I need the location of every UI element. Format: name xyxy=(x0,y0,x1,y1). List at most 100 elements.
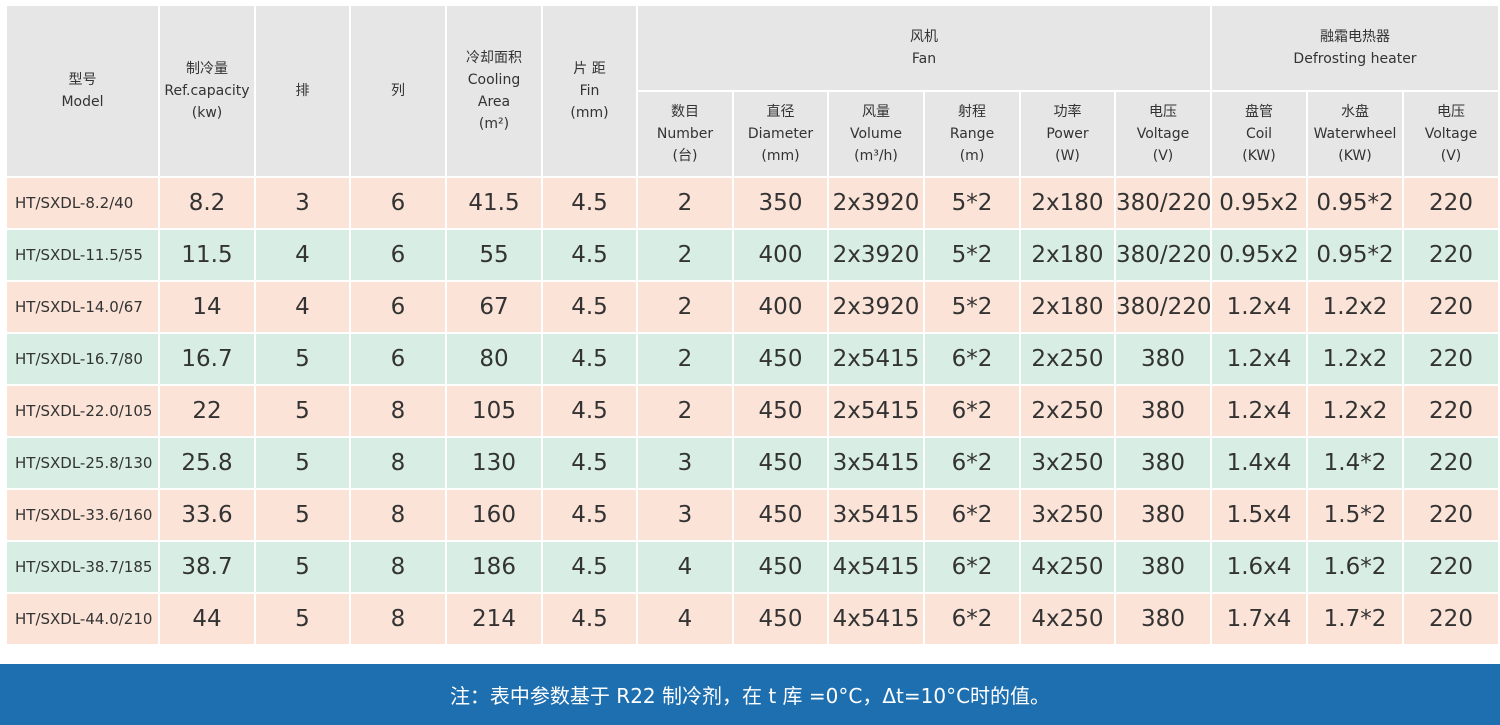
cell-heater-coil: 1.2x4 xyxy=(1210,332,1308,386)
cell-fan-range: 6*2 xyxy=(923,488,1021,542)
header-fan-volume: 风量 Volume (m³/h) xyxy=(827,90,925,178)
cell-cols: 6 xyxy=(349,228,447,282)
cell-capacity: 33.6 xyxy=(158,488,256,542)
cell-area: 130 xyxy=(445,436,543,490)
cell-model: HT/SXDL-14.0/67 xyxy=(5,280,160,334)
cell-cols: 8 xyxy=(349,384,447,438)
cell-capacity: 11.5 xyxy=(158,228,256,282)
cell-fan-number: 2 xyxy=(636,384,734,438)
table-row: HT/SXDL-33.6/160 33.6 5 8 160 4.5 3 450 … xyxy=(5,488,1500,542)
header-fan-power: 功率 Power (W) xyxy=(1019,90,1116,178)
cell-fan-voltage: 380 xyxy=(1114,384,1212,438)
cell-fan-range: 6*2 xyxy=(923,592,1021,646)
cell-rows: 5 xyxy=(254,332,351,386)
cell-fan-number: 4 xyxy=(636,540,734,594)
cell-fan-range: 6*2 xyxy=(923,384,1021,438)
cell-rows: 5 xyxy=(254,488,351,542)
cell-fan-voltage: 380/220 xyxy=(1114,280,1212,334)
cell-fin: 4.5 xyxy=(541,332,638,386)
cell-cols: 6 xyxy=(349,332,447,386)
cell-fin: 4.5 xyxy=(541,280,638,334)
table-row: HT/SXDL-14.0/67 14 4 6 67 4.5 2 400 2x39… xyxy=(5,280,1500,334)
cell-model: HT/SXDL-16.7/80 xyxy=(5,332,160,386)
cell-fan-diameter: 450 xyxy=(732,592,829,646)
cell-fan-volume: 4x5415 xyxy=(827,592,925,646)
cell-area: 160 xyxy=(445,488,543,542)
header-model: 型号 Model xyxy=(5,4,160,178)
cell-model: HT/SXDL-8.2/40 xyxy=(5,176,160,230)
cell-fan-diameter: 450 xyxy=(732,436,829,490)
cell-heater-coil: 1.2x4 xyxy=(1210,384,1308,438)
cell-fin: 4.5 xyxy=(541,436,638,490)
header-fan-diameter: 直径 Diameter (mm) xyxy=(732,90,829,178)
cell-rows: 3 xyxy=(254,176,351,230)
cell-fan-voltage: 380 xyxy=(1114,436,1212,490)
cell-capacity: 25.8 xyxy=(158,436,256,490)
cell-fan-diameter: 450 xyxy=(732,384,829,438)
cell-fan-range: 6*2 xyxy=(923,436,1021,490)
header-fan-voltage: 电压 Voltage (V) xyxy=(1114,90,1212,178)
cell-model: HT/SXDL-25.8/130 xyxy=(5,436,160,490)
cell-area: 67 xyxy=(445,280,543,334)
cell-fin: 4.5 xyxy=(541,540,638,594)
spec-table: 型号 Model 制冷量 Ref.capacity (kw) 排 列 冷却面积 … xyxy=(5,4,1500,646)
cell-fan-diameter: 450 xyxy=(732,540,829,594)
cell-fin: 4.5 xyxy=(541,384,638,438)
cell-heater-voltage: 220 xyxy=(1402,384,1500,438)
cell-fan-volume: 2x5415 xyxy=(827,332,925,386)
cell-heater-voltage: 220 xyxy=(1402,176,1500,230)
cell-fan-range: 5*2 xyxy=(923,176,1021,230)
cell-cols: 8 xyxy=(349,592,447,646)
cell-model: HT/SXDL-33.6/160 xyxy=(5,488,160,542)
cell-rows: 5 xyxy=(254,384,351,438)
cell-cols: 8 xyxy=(349,488,447,542)
cell-fan-power: 2x180 xyxy=(1019,228,1116,282)
cell-fan-voltage: 380 xyxy=(1114,332,1212,386)
footer-note: 注：表中参数基于 R22 制冷剂，在 t 库 =0°C，Δt=10°C时的值。 xyxy=(0,664,1500,725)
cell-rows: 5 xyxy=(254,540,351,594)
cell-heater-waterwheel: 1.2x2 xyxy=(1306,332,1404,386)
table-row: HT/SXDL-16.7/80 16.7 5 6 80 4.5 2 450 2x… xyxy=(5,332,1500,386)
header-fin: 片 距 Fin (mm) xyxy=(541,4,638,178)
cell-area: 55 xyxy=(445,228,543,282)
header-rows: 排 xyxy=(254,4,351,178)
cell-fan-range: 6*2 xyxy=(923,332,1021,386)
cell-capacity: 16.7 xyxy=(158,332,256,386)
cell-model: HT/SXDL-11.5/55 xyxy=(5,228,160,282)
cell-fan-number: 2 xyxy=(636,280,734,334)
cell-fan-voltage: 380/220 xyxy=(1114,228,1212,282)
cell-fan-diameter: 450 xyxy=(732,332,829,386)
cell-heater-coil: 1.5x4 xyxy=(1210,488,1308,542)
table-row: HT/SXDL-44.0/210 44 5 8 214 4.5 4 450 4x… xyxy=(5,592,1500,646)
cell-heater-waterwheel: 1.2x2 xyxy=(1306,280,1404,334)
table-row: HT/SXDL-8.2/40 8.2 3 6 41.5 4.5 2 350 2x… xyxy=(5,176,1500,230)
cell-fan-power: 3x250 xyxy=(1019,488,1116,542)
cell-area: 80 xyxy=(445,332,543,386)
cell-heater-voltage: 220 xyxy=(1402,280,1500,334)
cell-fan-number: 2 xyxy=(636,228,734,282)
cell-model: HT/SXDL-22.0/105 xyxy=(5,384,160,438)
cell-fin: 4.5 xyxy=(541,592,638,646)
cell-capacity: 44 xyxy=(158,592,256,646)
cell-fan-range: 5*2 xyxy=(923,280,1021,334)
cell-area: 186 xyxy=(445,540,543,594)
header-heater-coil: 盘管 Coil (KW) xyxy=(1210,90,1308,178)
cell-fan-volume: 2x5415 xyxy=(827,384,925,438)
cell-capacity: 22 xyxy=(158,384,256,438)
cell-fan-power: 3x250 xyxy=(1019,436,1116,490)
cell-fan-diameter: 450 xyxy=(732,488,829,542)
cell-cols: 8 xyxy=(349,540,447,594)
cell-fan-power: 2x250 xyxy=(1019,332,1116,386)
cell-fan-volume: 4x5415 xyxy=(827,540,925,594)
cell-heater-voltage: 220 xyxy=(1402,436,1500,490)
cell-fan-volume: 3x5415 xyxy=(827,488,925,542)
cell-heater-voltage: 220 xyxy=(1402,540,1500,594)
cell-fin: 4.5 xyxy=(541,228,638,282)
cell-fan-power: 2x180 xyxy=(1019,280,1116,334)
cell-area: 41.5 xyxy=(445,176,543,230)
cell-fan-range: 5*2 xyxy=(923,228,1021,282)
cell-fan-number: 2 xyxy=(636,332,734,386)
cell-fan-number: 3 xyxy=(636,488,734,542)
cell-fan-voltage: 380 xyxy=(1114,592,1212,646)
cell-capacity: 14 xyxy=(158,280,256,334)
